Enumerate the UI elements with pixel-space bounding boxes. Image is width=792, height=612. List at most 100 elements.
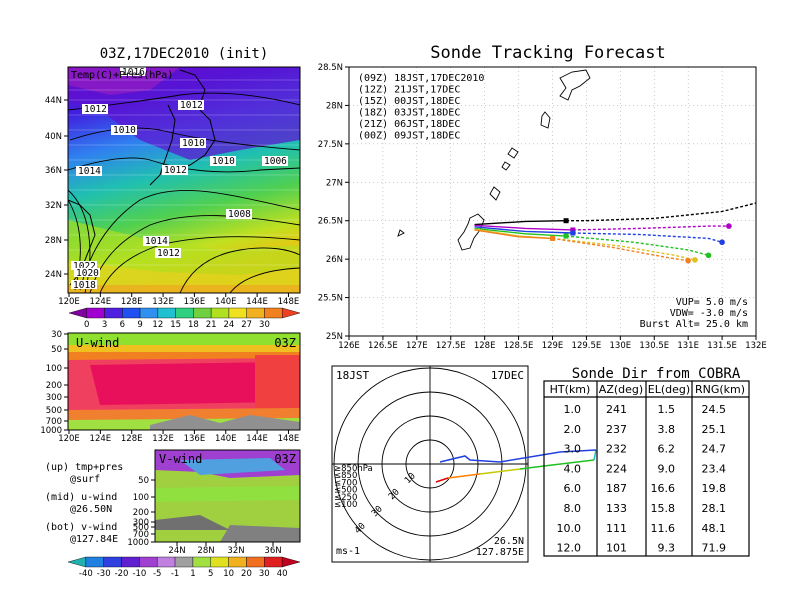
colorbar-label: -40	[79, 569, 93, 579]
isobar-label: 1010	[182, 138, 205, 149]
table-cell: 15.8	[651, 502, 676, 515]
isobar-label: 1012	[180, 100, 203, 111]
polar-level-legend: ≥850hPa≤850≤700≤500≤250≤100	[334, 464, 373, 510]
colorbar-swatch	[104, 307, 123, 319]
table-cell: 8.0	[564, 502, 582, 515]
x-tick-label: 128.5E	[504, 341, 534, 351]
x-tick-label: 128E	[121, 434, 143, 444]
isobar-label: 1006	[264, 156, 287, 167]
table-cell: 101	[606, 542, 627, 555]
x-tick-label: 140E	[215, 297, 237, 307]
param-burst: Burst Alt= 25.0 km	[640, 319, 748, 330]
note-up-level: @surf	[70, 474, 100, 485]
isobar-label: 1010	[212, 156, 235, 167]
table-cell: 24.7	[702, 443, 727, 456]
polar-unit: ms-1	[336, 546, 360, 557]
param-vup: VUP= 5.0 m/s	[676, 297, 748, 308]
polar-wind-plot: 18JST 17DEC 10 20 30 40 ≥850hPa≤850≤700≤…	[331, 365, 597, 563]
y-tick-label: 700	[46, 417, 62, 427]
left-temperature-map: 1016 1012 1012 1010 1010 1010 1006 1014 …	[68, 67, 300, 293]
x-tick-label: 148E	[278, 297, 300, 307]
colorbar-label: 15	[170, 320, 181, 330]
colorbar-swatch	[282, 307, 301, 319]
x-tick-label: 124E	[90, 434, 112, 444]
colorbar-swatch	[121, 556, 140, 568]
level-label: ≥850hPa	[334, 464, 373, 474]
y-tick-label: 1000	[127, 538, 149, 548]
x-tick-label: 131E	[677, 341, 699, 351]
x-tick-label: 127.5E	[436, 341, 466, 351]
colorbar-label: 20	[241, 569, 252, 579]
y-tick-label: 200	[133, 508, 149, 518]
y-tick-label: 300	[46, 393, 62, 403]
table-cell: 224	[606, 462, 627, 475]
colorbar-swatch	[157, 307, 176, 319]
x-tick-label: 129.5E	[572, 341, 602, 351]
table-cell: 4.0	[564, 462, 582, 475]
note-bot: (bot) v-wind	[45, 522, 117, 533]
isobar-label: 1012	[157, 248, 180, 259]
legend-notes: (up) tmp+pres @surf (mid) u-wind @26.50N…	[45, 462, 123, 545]
isobar-label: 1020	[76, 268, 99, 279]
colorbar-swatch	[193, 307, 212, 319]
x-tick-label: 144E	[246, 297, 268, 307]
colorbar-label: 12	[152, 320, 163, 330]
colorbar-swatch	[175, 307, 194, 319]
table-cell: 6.2	[658, 443, 676, 456]
legend-entry: (09Z) 18JST,17DEC2010	[358, 73, 484, 84]
polar-lon: 127.875E	[476, 547, 524, 558]
colorbar-swatch	[139, 307, 159, 319]
colorbar-label: 9	[137, 320, 142, 330]
track-solid-2	[474, 226, 573, 234]
table-header: HT(km) AZ(deg) EL(deg) RNG(km)	[550, 383, 745, 396]
note-bot-level: @127.84E	[70, 534, 118, 545]
colorbar-swatch	[103, 556, 122, 568]
level-label: ≤500	[334, 486, 357, 496]
legend-entry: (00Z) 09JST,18DEC	[358, 131, 460, 142]
x-tick-label: 129E	[542, 341, 564, 351]
colorbar-label: 18	[188, 320, 199, 330]
polar-time: 18JST	[336, 369, 369, 382]
landing-marker	[685, 257, 691, 264]
tracking-y-ticks: 28.5N 28N 27.5N 27N 26.5N 26N 25.5N 25N	[318, 63, 349, 342]
table-cell: 2.0	[564, 423, 582, 436]
y-tick-label: 28N	[45, 236, 62, 246]
table-cell: 241	[606, 403, 627, 416]
table-cell: 9.0	[658, 462, 676, 475]
v-wind-cross-section: V-wind 03Z	[154, 449, 301, 543]
sonde-direction-table: HT(km) AZ(deg) EL(deg) RNG(km) 1.0 241 1.5 24.…	[543, 380, 750, 557]
y-tick-label: 40N	[45, 132, 62, 142]
colorbar-swatch	[246, 307, 265, 319]
left-map-y-ticks: 44N 40N 36N 32N 28N 24N	[45, 96, 68, 280]
colorbar-swatch	[210, 556, 229, 568]
y-tick-label: 200	[46, 381, 62, 391]
x-tick-label: 148E	[278, 434, 300, 444]
x-tick-label: 131.5E	[707, 341, 737, 351]
track-solid-5	[474, 229, 553, 240]
colorbar-swatch	[210, 307, 230, 319]
table-cell: 28.1	[702, 502, 727, 515]
level-label: ≤100	[334, 500, 357, 510]
x-tick-label: 128E	[474, 341, 496, 351]
y-tick-label: 700	[133, 530, 149, 540]
table-cell: 6.0	[564, 482, 582, 495]
level-label: ≤850	[334, 471, 357, 481]
x-tick-label: 128E	[121, 297, 143, 307]
y-tick-label: 100	[133, 493, 149, 503]
x-tick-label: 36N	[264, 546, 281, 556]
x-tick-label: 120E	[58, 297, 80, 307]
colorbar-label: 21	[206, 320, 217, 330]
isobar-label: 1014	[145, 236, 168, 247]
track-solid-1	[474, 224, 573, 231]
burst-marker	[550, 235, 555, 241]
table-header-cell: RNG(km)	[695, 383, 745, 396]
legend-entry: (15Z) 00JST,18DEC	[358, 96, 460, 107]
y-tick-label: 25N	[326, 332, 343, 342]
colorbar-swatch	[264, 307, 283, 319]
y-tick-label: 44N	[45, 96, 62, 106]
v-wind-label: V-wind	[159, 452, 202, 466]
track-dashed-5	[552, 237, 689, 262]
level-label: ≤250	[334, 493, 357, 503]
y-tick-label: 1000	[40, 426, 62, 436]
y-tick-label: 28N	[326, 101, 343, 111]
